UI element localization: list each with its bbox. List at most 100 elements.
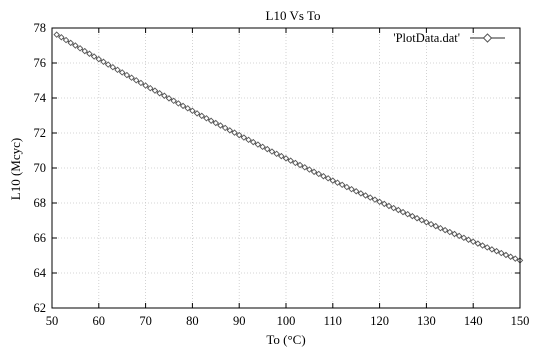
data-point <box>465 236 472 243</box>
data-point <box>409 212 416 220</box>
x-axis-label: To (°C) <box>266 332 305 347</box>
data-point <box>221 124 229 132</box>
data-point <box>413 214 421 222</box>
legend-marker <box>482 33 493 43</box>
data-point <box>287 157 294 164</box>
x-tick-label: 130 <box>417 314 436 328</box>
x-tick-label: 150 <box>511 314 530 328</box>
data-point <box>404 210 411 218</box>
data-point <box>264 145 271 153</box>
data-point <box>437 224 444 232</box>
y-tick-label: 64 <box>34 266 47 280</box>
data-point <box>62 36 70 44</box>
y-axis-ticks: 62 64 66 68 70 72 74 76 78 <box>34 21 520 315</box>
data-point <box>296 161 304 169</box>
data-point <box>147 84 154 92</box>
y-tick-label: 68 <box>34 196 47 210</box>
data-point <box>348 185 355 193</box>
data-point <box>203 115 210 122</box>
data-point <box>207 117 215 124</box>
data-point <box>58 34 65 41</box>
data-point <box>371 196 379 203</box>
data-point <box>128 74 135 81</box>
data-point <box>334 179 341 186</box>
data-point <box>133 77 140 84</box>
data-point <box>488 246 496 253</box>
data-point <box>352 188 360 195</box>
y-tick-label: 62 <box>34 301 47 315</box>
data-point <box>338 181 346 189</box>
x-tick-label: 120 <box>370 314 389 328</box>
data-point <box>95 55 103 63</box>
data-point <box>320 172 327 180</box>
data-point <box>385 202 393 210</box>
x-tick-label: 70 <box>139 314 152 328</box>
data-point <box>432 222 439 230</box>
data-point <box>123 71 131 79</box>
y-axis-label: L10 (Mcyc) <box>8 138 23 200</box>
data-point <box>175 100 182 107</box>
y-tick-label: 72 <box>34 126 47 140</box>
data-point <box>81 47 88 55</box>
data-point <box>324 175 332 182</box>
y-tick-label: 70 <box>34 161 47 175</box>
data-point <box>376 198 383 206</box>
data-point <box>231 129 238 136</box>
data-point <box>367 194 374 201</box>
data-point <box>67 39 74 47</box>
data-point <box>137 79 145 87</box>
data-point <box>151 87 159 94</box>
data-point <box>273 150 280 158</box>
data-point <box>381 200 388 208</box>
data-point <box>212 119 220 127</box>
y-tick-label: 74 <box>34 91 47 105</box>
data-point <box>254 141 262 148</box>
data-point <box>310 168 318 176</box>
data-point <box>282 155 290 162</box>
data-point <box>245 136 252 144</box>
data-point <box>329 177 337 184</box>
data-point <box>165 95 173 102</box>
data-point <box>479 242 486 249</box>
y-tick-label: 76 <box>34 56 47 70</box>
data-point <box>226 127 234 134</box>
data-point <box>395 206 402 214</box>
x-tick-label: 100 <box>277 314 296 328</box>
data-point <box>399 208 407 216</box>
x-tick-label: 140 <box>464 314 483 328</box>
y-tick-label: 78 <box>34 21 47 35</box>
data-point <box>235 131 243 139</box>
data-point <box>460 234 468 242</box>
data-point <box>179 102 187 110</box>
x-axis-ticks: 50 60 70 80 90 100 110 120 130 140 150 <box>46 28 530 328</box>
data-point <box>184 105 191 112</box>
x-tick-label: 90 <box>233 314 246 328</box>
data-point <box>390 204 397 212</box>
data-point <box>292 159 299 167</box>
plot-frame <box>51 27 521 309</box>
series-group <box>53 31 524 264</box>
data-point <box>469 238 477 245</box>
data-point <box>441 226 449 234</box>
data-point <box>301 164 308 171</box>
data-point <box>104 61 112 68</box>
data-point <box>343 183 351 191</box>
data-point <box>418 216 425 224</box>
data-point <box>446 228 454 236</box>
data-point <box>217 122 224 129</box>
data-point <box>240 134 248 141</box>
data-point <box>193 110 201 117</box>
data-point <box>250 138 257 146</box>
data-point <box>156 90 163 97</box>
data-point <box>362 192 369 199</box>
data-point <box>161 92 168 99</box>
chart-title: L10 Vs To <box>266 8 321 23</box>
data-point <box>100 58 107 66</box>
data-point <box>53 31 60 38</box>
data-point <box>170 97 177 105</box>
grid-lines <box>52 28 520 308</box>
data-point <box>507 253 514 260</box>
data-point <box>259 143 266 151</box>
data-point <box>142 82 149 89</box>
